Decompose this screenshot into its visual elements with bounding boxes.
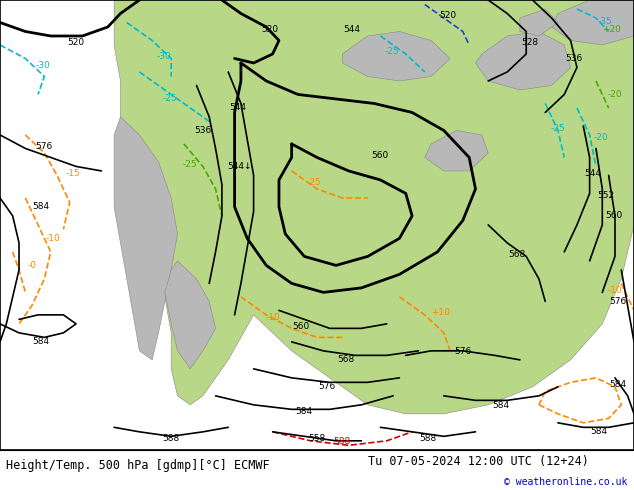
Text: 588: 588	[419, 434, 437, 443]
Polygon shape	[342, 31, 450, 81]
Text: 584: 584	[295, 407, 313, 416]
Text: 528: 528	[521, 38, 538, 47]
Text: +10: +10	[431, 308, 450, 317]
Text: Height/Temp. 500 hPa [gdmp][°C] ECMWF: Height/Temp. 500 hPa [gdmp][°C] ECMWF	[6, 459, 270, 471]
Text: 576: 576	[609, 297, 627, 306]
Text: 584: 584	[32, 337, 50, 346]
Polygon shape	[552, 0, 634, 45]
Text: 520: 520	[261, 24, 278, 34]
Text: 584: 584	[492, 401, 510, 410]
Polygon shape	[425, 130, 488, 171]
Polygon shape	[165, 261, 216, 369]
Polygon shape	[520, 9, 558, 36]
Text: 560: 560	[605, 211, 623, 220]
Text: -20: -20	[607, 90, 623, 99]
Text: 560: 560	[292, 321, 310, 331]
Text: -15: -15	[65, 169, 81, 178]
Text: -20: -20	[593, 133, 608, 142]
Text: 584: 584	[590, 427, 608, 436]
Text: © weatheronline.co.uk: © weatheronline.co.uk	[504, 477, 628, 487]
Text: 576: 576	[454, 347, 472, 356]
Text: -25: -25	[162, 94, 178, 102]
Text: -25: -25	[306, 178, 321, 187]
Text: 544: 544	[230, 103, 246, 113]
Text: 588: 588	[162, 434, 180, 443]
Text: -10: -10	[607, 286, 623, 294]
Text: -25: -25	[183, 160, 198, 169]
Text: 588: 588	[333, 437, 351, 446]
Polygon shape	[114, 117, 178, 360]
Text: +20: +20	[602, 24, 621, 34]
Text: 520: 520	[439, 11, 456, 20]
Text: Tu 07-05-2024 12:00 UTC (12+24): Tu 07-05-2024 12:00 UTC (12+24)	[368, 455, 588, 467]
Text: -25: -25	[384, 47, 399, 56]
Text: 520: 520	[67, 38, 85, 47]
Text: -0: -0	[27, 261, 36, 270]
Text: 536: 536	[565, 54, 583, 63]
Text: 544↓: 544↓	[228, 162, 252, 171]
Text: 576: 576	[36, 142, 53, 151]
Text: 568: 568	[508, 249, 526, 259]
Text: 558: 558	[308, 434, 326, 443]
Text: -10: -10	[265, 313, 280, 321]
Text: 568: 568	[337, 355, 354, 365]
Text: 560: 560	[372, 151, 389, 160]
Text: 552: 552	[597, 191, 614, 200]
Text: 576: 576	[318, 382, 335, 392]
Text: -10: -10	[45, 234, 60, 243]
Text: -25: -25	[550, 123, 566, 133]
Text: -35: -35	[597, 17, 612, 26]
Text: -30: -30	[36, 61, 51, 70]
Text: 584: 584	[609, 380, 627, 389]
Polygon shape	[114, 0, 634, 414]
Text: -30: -30	[156, 52, 171, 61]
Text: 544: 544	[344, 24, 360, 34]
Text: 544: 544	[585, 169, 601, 178]
Text: 536: 536	[194, 126, 212, 135]
Text: 584: 584	[32, 202, 50, 211]
Polygon shape	[476, 31, 571, 90]
